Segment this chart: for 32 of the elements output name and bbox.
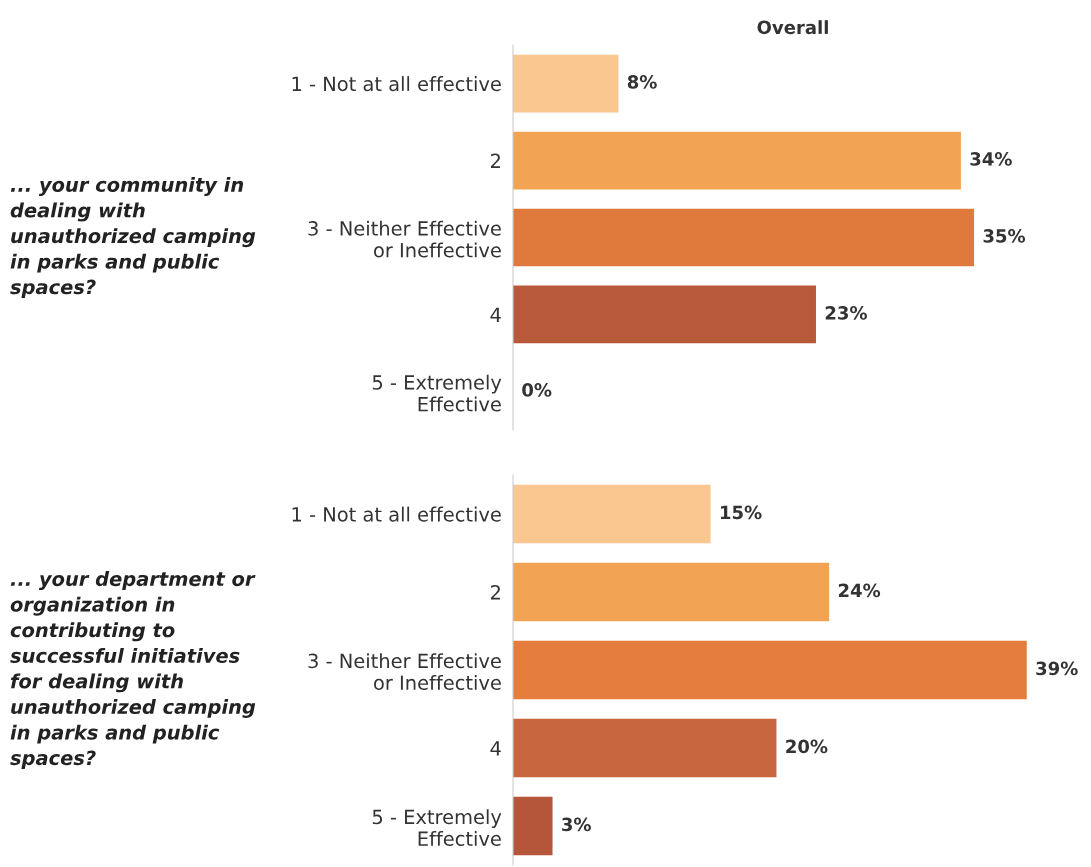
bar bbox=[513, 562, 830, 622]
y-tick-label: 3 - Neither Effective or Ineffective bbox=[308, 220, 501, 258]
data-label: 23% bbox=[825, 306, 867, 320]
data-label: 3% bbox=[562, 817, 591, 832]
y-tick-label: 1 - Not at all effective bbox=[292, 506, 501, 522]
bar bbox=[513, 54, 619, 113]
chart-title: Overall bbox=[757, 20, 828, 35]
y-tick-label: 5 - Extremely Effective bbox=[372, 809, 502, 847]
data-label: 24% bbox=[838, 583, 881, 598]
data-label: 0% bbox=[522, 383, 552, 397]
bar bbox=[513, 796, 553, 856]
data-label: 35% bbox=[983, 229, 1026, 243]
data-label: 34% bbox=[970, 152, 1012, 166]
data-label: 20% bbox=[786, 739, 828, 754]
bar bbox=[513, 208, 975, 267]
bar bbox=[513, 484, 711, 544]
y-tick-label: 2 bbox=[490, 153, 500, 168]
bar bbox=[513, 131, 961, 190]
bar bbox=[513, 640, 1027, 700]
y-tick-label: 5 - Extremely Effective bbox=[372, 374, 502, 412]
data-label: 39% bbox=[1036, 661, 1078, 676]
y-axis-title: ... your community in dealing with unauthorized camping in parks and public spaces? bbox=[10, 176, 256, 299]
bar bbox=[513, 718, 777, 778]
data-label: 15% bbox=[720, 505, 762, 520]
y-tick-label: 1 - Not at all effective bbox=[292, 76, 501, 92]
data-label: 8% bbox=[627, 75, 657, 89]
bar bbox=[513, 285, 816, 344]
y-tick-label: 2 bbox=[490, 584, 500, 600]
y-tick-label: 4 bbox=[490, 741, 501, 756]
y-axis-title: ... your department or organization in contributing to successful initiatives for dealing with unauthorized camping in parks and public spaces? bbox=[10, 571, 256, 769]
y-tick-label: 4 bbox=[490, 307, 501, 322]
y-tick-label: 3 - Neither Effective or Ineffective bbox=[308, 653, 501, 691]
